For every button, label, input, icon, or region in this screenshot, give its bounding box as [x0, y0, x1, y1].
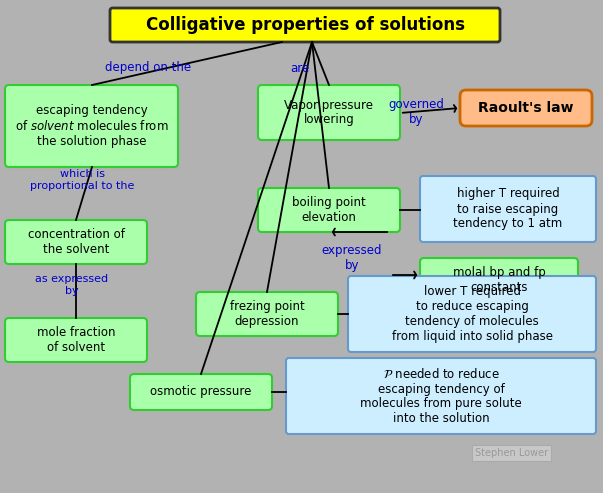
Text: are: are [291, 62, 309, 74]
Text: higher T required
to raise escaping
tendency to 1 atm: higher T required to raise escaping tend… [453, 187, 563, 231]
Text: which is
proportional to the: which is proportional to the [30, 169, 134, 191]
Text: Raoult's law: Raoult's law [478, 101, 573, 115]
FancyBboxPatch shape [286, 358, 596, 434]
Text: $\mathcal{P}$ needed to reduce
escaping tendency of
molecules from pure solute
i: $\mathcal{P}$ needed to reduce escaping … [360, 366, 522, 425]
Text: molal bp and fp
constants: molal bp and fp constants [453, 266, 545, 294]
Text: governed
by: governed by [388, 98, 444, 126]
FancyBboxPatch shape [420, 258, 578, 302]
Text: lower T required
to reduce escaping
tendency of molecules
from liquid into solid: lower T required to reduce escaping tend… [391, 285, 552, 343]
Text: Stephen Lower: Stephen Lower [475, 448, 548, 458]
Text: osmotic pressure: osmotic pressure [150, 386, 251, 398]
Text: concentration of
the solvent: concentration of the solvent [28, 228, 124, 256]
FancyBboxPatch shape [5, 85, 178, 167]
FancyBboxPatch shape [420, 176, 596, 242]
Text: boiling point
elevation: boiling point elevation [292, 196, 366, 224]
FancyBboxPatch shape [258, 188, 400, 232]
FancyBboxPatch shape [348, 276, 596, 352]
Text: expressed
by: expressed by [322, 244, 382, 272]
FancyBboxPatch shape [5, 220, 147, 264]
Text: frezing point
depression: frezing point depression [230, 300, 305, 328]
FancyBboxPatch shape [460, 90, 592, 126]
Text: mole fraction
of solvent: mole fraction of solvent [37, 326, 115, 354]
FancyBboxPatch shape [258, 85, 400, 140]
FancyBboxPatch shape [110, 8, 500, 42]
Text: escaping tendency
of $\it{solvent}$ molecules from
the solution phase: escaping tendency of $\it{solvent}$ mole… [14, 104, 168, 148]
FancyBboxPatch shape [5, 318, 147, 362]
Text: Colligative properties of solutions: Colligative properties of solutions [145, 16, 464, 34]
FancyBboxPatch shape [196, 292, 338, 336]
FancyBboxPatch shape [130, 374, 272, 410]
Text: depend on the: depend on the [105, 62, 191, 74]
Text: as expressed
by: as expressed by [36, 274, 109, 296]
Text: Vapor pressure
lowering: Vapor pressure lowering [285, 99, 373, 127]
